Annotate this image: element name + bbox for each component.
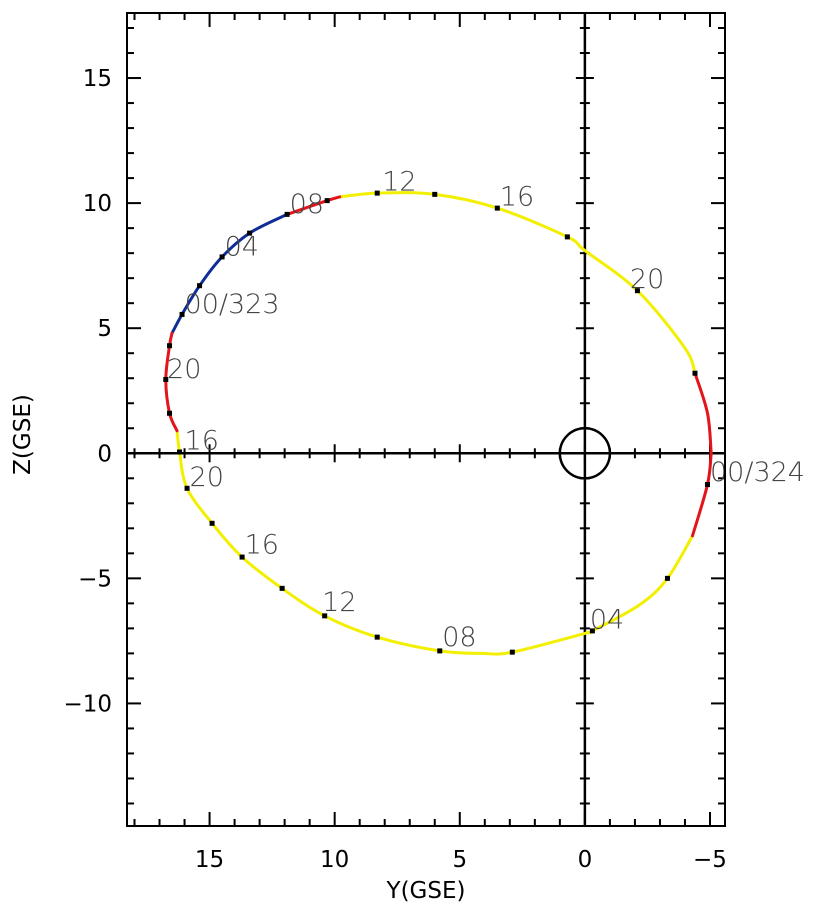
time-marker	[494, 205, 500, 211]
earth-circle	[558, 427, 612, 480]
x-tick-label: 0	[578, 847, 593, 873]
time-marker	[509, 649, 515, 655]
annotation-label: 20	[190, 462, 224, 493]
annotation-label: 12	[322, 587, 356, 618]
y-tick-label: −10	[63, 691, 112, 717]
annotation-label: 04	[225, 232, 259, 263]
time-marker	[634, 288, 640, 294]
annotation-label: 08	[442, 622, 476, 653]
annotation-label: 16	[500, 182, 534, 213]
trajectory-segment-red	[693, 371, 713, 455]
time-marker	[247, 230, 253, 236]
reference-lines	[127, 13, 725, 826]
y-tick-label: 10	[83, 191, 112, 217]
annotation-label: 16	[245, 529, 279, 560]
time-marker	[374, 634, 380, 640]
annotation-label: 20	[167, 354, 201, 385]
time-marker	[239, 554, 245, 560]
time-marker	[437, 648, 443, 654]
annotation-label: 04	[590, 604, 624, 635]
time-marker	[163, 376, 169, 382]
x-tick-label: 15	[195, 847, 224, 873]
time-marker	[197, 283, 203, 289]
time-marker	[209, 520, 215, 526]
trajectory-segment-yellow	[175, 429, 694, 656]
time-marker	[179, 311, 185, 317]
time-marker	[324, 198, 330, 204]
time-marker	[664, 575, 670, 581]
major-ticks	[127, 13, 725, 826]
time-marker	[564, 234, 570, 240]
time-marker	[432, 191, 438, 197]
earth-marker	[558, 427, 612, 480]
y-tick-label: 0	[97, 441, 112, 467]
annotation-label: 20	[630, 264, 664, 295]
plot-frame	[126, 12, 726, 827]
time-marker	[177, 449, 183, 455]
time-markers	[163, 190, 710, 655]
x-tick-label: 10	[320, 847, 349, 873]
x-tick-labels: 15 10 5 0 −5	[195, 847, 727, 873]
y-tick-label: −5	[78, 566, 112, 592]
time-marker	[279, 585, 285, 591]
time-marker	[704, 482, 710, 488]
x-axis-label: Y(GSE)	[386, 878, 466, 904]
minor-ticks	[127, 13, 725, 826]
trajectory-segment-red	[691, 451, 713, 538]
y-tick-label: 5	[97, 316, 112, 342]
time-marker	[284, 211, 290, 217]
annotation-label: 08	[290, 189, 324, 220]
time-marker	[322, 613, 328, 619]
y-tick-labels: 15 10 5 0 −5 −10	[63, 66, 112, 717]
time-marker	[167, 343, 173, 349]
y-axis-label: Z(GSE)	[10, 394, 36, 475]
time-marker	[692, 370, 698, 376]
y-tick-label: 15	[83, 66, 112, 92]
x-tick-label: 5	[452, 847, 467, 873]
time-marker	[167, 410, 173, 416]
time-marker	[184, 485, 190, 491]
annotation-label: 16	[185, 426, 219, 457]
x-tick-label: −5	[693, 847, 727, 873]
annotation-label: 00/323	[185, 289, 280, 320]
time-marker	[374, 190, 380, 196]
time-marker	[219, 254, 225, 260]
time-marker	[589, 628, 595, 634]
annotation-label: 12	[382, 167, 416, 198]
